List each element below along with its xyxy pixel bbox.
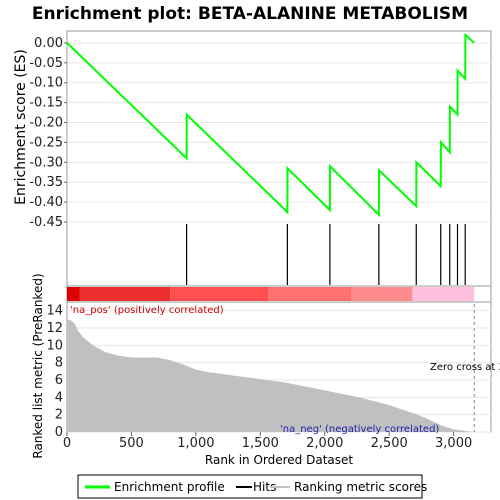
es-y-tick-label: -0.05 xyxy=(29,56,63,71)
x-tick-label: 2,500 xyxy=(371,436,408,451)
x-axis-label: Rank in Ordered Dataset xyxy=(205,453,353,467)
rank-band-segment xyxy=(170,287,269,301)
enrichment-profile-series xyxy=(66,32,475,218)
ranking-y-tick-label: 2 xyxy=(55,408,63,423)
ranking-metric-area xyxy=(67,319,475,432)
legend-ranking-label: Ranking metric scores xyxy=(294,480,427,494)
es-gridlines xyxy=(67,42,491,223)
legend-profile-label: Enrichment profile xyxy=(114,480,225,494)
ranking-y-tick-label: 8 xyxy=(55,356,63,371)
positive-label: 'na_pos' (positively correlated) xyxy=(70,305,224,316)
rank-band-segment xyxy=(79,287,171,301)
ranking-metric-series xyxy=(67,319,475,432)
negative-label: 'na_neg' (negatively correlated) xyxy=(280,424,439,435)
es-y-tick-label: -0.30 xyxy=(29,155,63,170)
x-ticks: 0 500 1,000 1,500 2,000 2,500 3,000 xyxy=(63,432,472,451)
es-y-tick-label: -0.15 xyxy=(29,96,63,111)
es-y-axis-label: Enrichment score (ES) xyxy=(13,49,29,205)
hits-series xyxy=(185,224,466,285)
zero-cross-label: Zero cross at 3 xyxy=(430,362,500,373)
ranking-y-axis-label: Ranked list metric (PreRanked) xyxy=(31,273,45,458)
es-y-tick-label: -0.20 xyxy=(29,116,63,131)
ranking-y-tick-label: 6 xyxy=(55,373,63,388)
x-tick-label: 1,000 xyxy=(177,436,214,451)
es-y-tick-label: -0.25 xyxy=(29,135,63,150)
ranking-y-tick-label: 4 xyxy=(55,390,63,405)
ranking-y-tick-label: 10 xyxy=(46,338,63,353)
rank-band-segment xyxy=(351,287,413,301)
rank-band-segment xyxy=(67,287,80,301)
es-y-tick-label: 0.00 xyxy=(34,36,63,51)
rank-band-segment xyxy=(412,287,475,301)
es-y-tick-label: -0.40 xyxy=(29,195,63,210)
x-tick-label: 2,000 xyxy=(306,436,343,451)
x-tick-label: 1,500 xyxy=(242,436,279,451)
legend: Enrichment profile Hits Ranking metric s… xyxy=(77,474,427,499)
ranking-y-tick-label: 14 xyxy=(46,304,63,319)
rank-band-segment xyxy=(268,287,352,301)
es-y-tick-label: -0.10 xyxy=(29,76,63,91)
enrichment-profile-line xyxy=(66,32,475,218)
es-panel-frame xyxy=(66,30,492,223)
x-tick-label: 0 xyxy=(63,436,71,451)
x-tick-label: 3,000 xyxy=(435,436,472,451)
hits-panel-frame xyxy=(66,221,492,287)
x-tick-label: 500 xyxy=(119,436,144,451)
rank-color-band xyxy=(67,287,475,301)
ranking-y-tick-label: 12 xyxy=(46,321,63,336)
es-y-tick-label: -0.35 xyxy=(29,175,63,190)
ranking-y-ticks: 0 2 4 6 8 10 12 14 xyxy=(46,304,63,440)
chart-title: Enrichment plot: BETA-ALANINE METABOLISM xyxy=(32,4,468,24)
es-y-tick-label: -0.45 xyxy=(29,215,63,230)
ranking-y-tick-label: 0 xyxy=(55,425,63,440)
es-y-ticks: 0.00 -0.05 -0.10 -0.15 -0.20 -0.25 -0.30 -0.35 -… xyxy=(29,36,67,230)
legend-hits-label: Hits xyxy=(253,480,276,494)
